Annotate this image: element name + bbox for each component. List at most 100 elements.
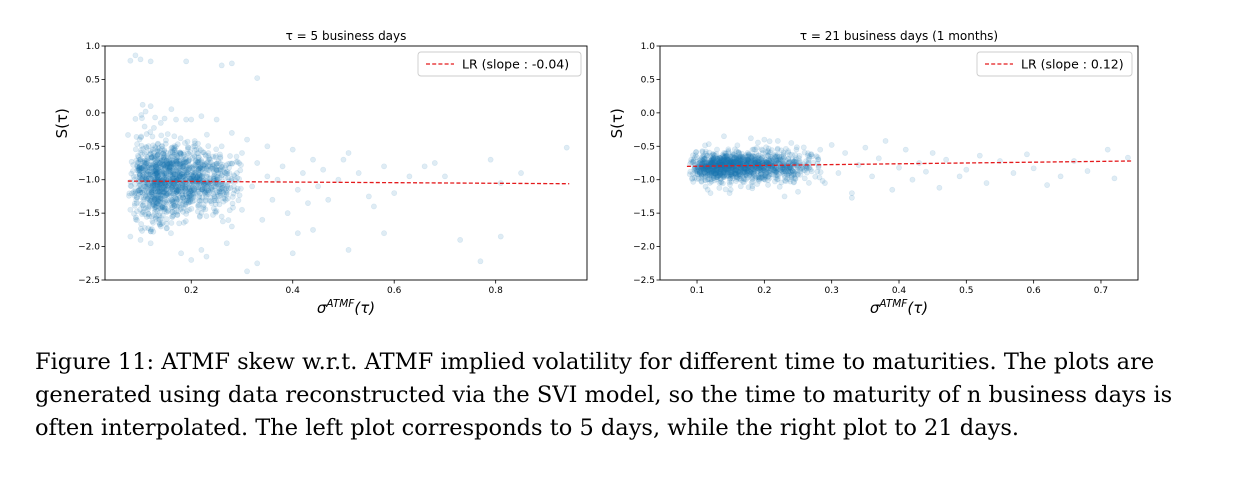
scatter-point [148, 186, 154, 192]
scatter-point [154, 207, 161, 214]
scatter-point [174, 196, 181, 203]
scatter-point [155, 191, 162, 197]
scatter-point [230, 190, 237, 197]
scatter-point [165, 183, 171, 190]
scatter-point [801, 149, 808, 156]
scatter-point [207, 194, 214, 201]
scatter-point [141, 183, 147, 190]
scatter-point [199, 184, 206, 191]
scatter-point [205, 187, 212, 194]
scatter-point [174, 181, 181, 188]
scatter-point [176, 220, 183, 227]
scatter-point [335, 176, 342, 183]
scatter-point [147, 103, 154, 110]
scatter-point [182, 191, 189, 198]
scatter-point [144, 192, 151, 199]
scatter-point [279, 163, 286, 170]
scatter-point [154, 169, 160, 176]
scatter-point [125, 132, 131, 138]
scatter-point [862, 144, 869, 151]
x-tick-label: 0.6 [1026, 286, 1041, 296]
scatter-point [173, 166, 180, 173]
scatter-point [206, 167, 212, 173]
scatter-point [144, 154, 151, 160]
scatter-point [155, 197, 162, 203]
scatter-point [184, 194, 191, 200]
scatter-point [177, 167, 184, 174]
scatter-point [817, 146, 824, 153]
scatter-point [206, 182, 213, 188]
scatter-point [223, 162, 230, 169]
scatter-point [1071, 158, 1077, 164]
scatter-point [202, 152, 209, 159]
scatter-point [137, 171, 143, 178]
scatter-point [169, 160, 176, 167]
scatter-point [163, 170, 170, 177]
scatter-point [149, 194, 156, 201]
scatter-point [215, 197, 222, 204]
scatter-point [133, 194, 140, 201]
scatter-point [219, 161, 226, 168]
scatter-point [167, 171, 174, 178]
scatter-point [159, 219, 166, 226]
scatter-point [162, 182, 169, 188]
scatter-point [183, 167, 190, 174]
scatter-point [179, 160, 186, 167]
scatter-point [153, 166, 160, 172]
scatter-point [187, 198, 193, 204]
scatter-point [786, 176, 793, 183]
scatter-point [177, 155, 184, 161]
scatter-point [167, 172, 174, 179]
scatter-point [213, 166, 220, 173]
scatter-point [137, 189, 144, 196]
scatter-point [191, 174, 197, 181]
scatter-point [197, 197, 203, 204]
scatter-point [189, 173, 196, 180]
x-axis-label: σATMF(τ) [870, 298, 928, 317]
scatter-point [153, 171, 160, 177]
scatter-point [716, 185, 723, 191]
scatter-point [149, 133, 156, 140]
scatter-point [168, 230, 174, 237]
scatter-point [703, 168, 709, 175]
scatter-point [197, 172, 204, 179]
scatter-point [183, 116, 190, 123]
scatter-point [421, 163, 428, 170]
scatter-point [299, 170, 306, 176]
scatter-point [310, 226, 316, 233]
scatter-point [177, 135, 184, 142]
scatter-point [737, 159, 744, 166]
scatter-point [143, 144, 150, 151]
scatter-point [152, 199, 159, 206]
scatter-point [164, 160, 170, 167]
scatter-point [219, 164, 225, 171]
scatter-point [158, 183, 165, 190]
scatter-point [146, 164, 152, 171]
scatter-point [169, 150, 176, 156]
scatter-point [142, 205, 149, 211]
scatter-point [159, 145, 166, 152]
scatter-point [169, 214, 176, 220]
scatter-point [190, 143, 197, 150]
scatter-point [391, 190, 398, 196]
scatter-point [1125, 154, 1131, 161]
y-tick-label: 1.0 [641, 42, 656, 52]
scatter-points [686, 133, 1131, 201]
scatter-point [169, 187, 176, 193]
scatter-point [219, 218, 226, 225]
scatter-point [136, 164, 142, 171]
scatter-point [229, 200, 236, 207]
scatter-point [780, 151, 787, 158]
scatter-point [735, 168, 742, 175]
scatter-point [177, 149, 184, 156]
scatter-point [168, 197, 175, 204]
scatter-point [135, 167, 142, 174]
scatter-point [882, 138, 889, 144]
scatter-point [234, 170, 240, 176]
scatter-point [208, 164, 215, 171]
scatter-point [157, 223, 164, 230]
scatter-point [166, 160, 172, 167]
scatter-point [176, 172, 183, 179]
scatter-point [142, 160, 149, 167]
scatter-point [205, 156, 212, 163]
